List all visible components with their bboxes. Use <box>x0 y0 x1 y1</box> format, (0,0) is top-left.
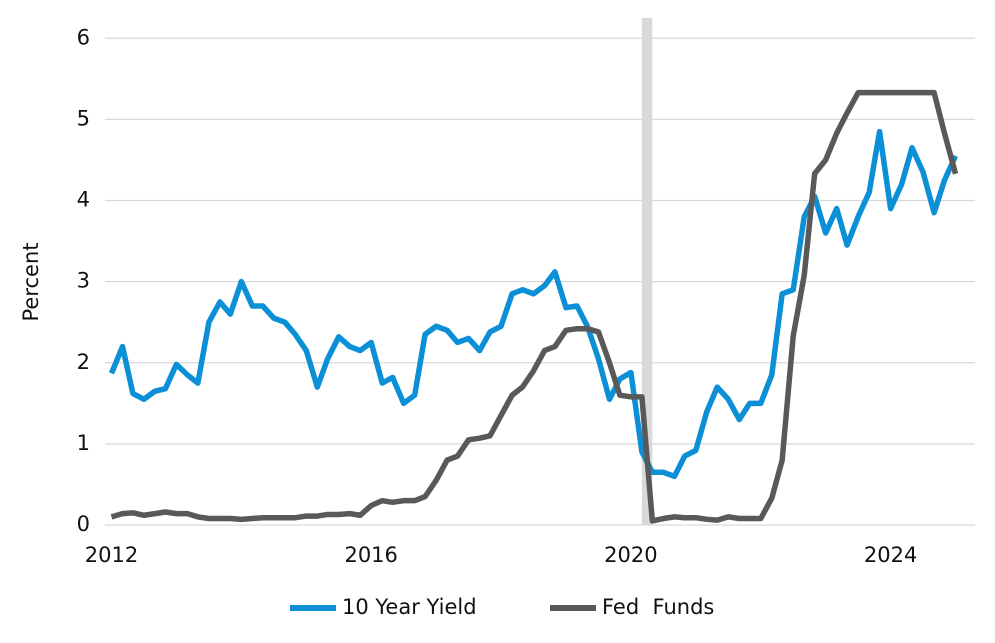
legend-label: 10 Year Yield <box>342 595 477 619</box>
series-line <box>108 128 959 480</box>
legend-label: Fed Funds <box>602 595 714 619</box>
x-tick-label: 2016 <box>344 543 397 567</box>
shaded-band <box>641 18 653 525</box>
y-tick-label: 6 <box>77 25 90 49</box>
y-tick-label: 1 <box>77 431 90 455</box>
y-axis-label: Percent <box>19 242 43 321</box>
x-tick-label: 2024 <box>864 543 917 567</box>
x-tick-label: 2012 <box>85 543 138 567</box>
y-tick-label: 3 <box>77 269 90 293</box>
y-tick-label: 2 <box>77 350 90 374</box>
y-tick-label: 0 <box>77 512 90 536</box>
series-line <box>110 89 959 524</box>
y-tick-label: 4 <box>77 188 90 212</box>
x-tick-label: 2020 <box>604 543 657 567</box>
y-tick-label: 5 <box>77 106 90 130</box>
